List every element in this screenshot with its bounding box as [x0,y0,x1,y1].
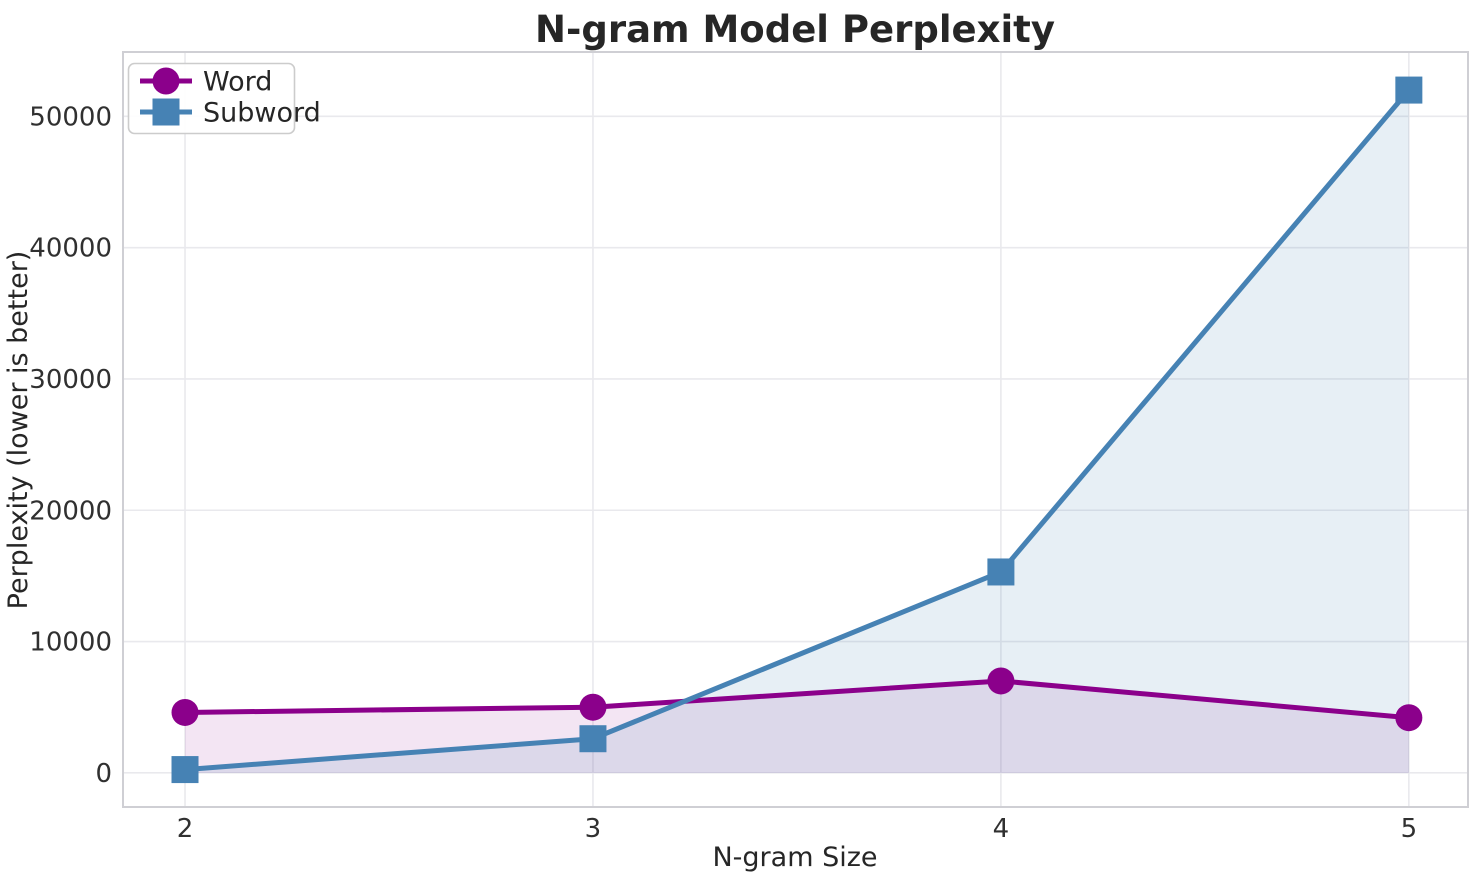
y-tick-label: 50000 [29,102,112,132]
legend-label: Subword [203,98,321,129]
legend-marker-square-icon [152,98,180,126]
x-tick-label: 5 [1401,814,1418,844]
chart-title: N-gram Model Perplexity [535,8,1055,51]
marker-word [171,698,199,726]
x-axis-label: N-gram Size [712,842,877,873]
marker-subword [579,725,607,753]
marker-word [1395,704,1423,732]
legend-item-word: Word [140,67,272,98]
series-fill-word [185,680,1409,773]
y-tick-label: 0 [95,759,112,789]
legend-marker-circle-icon [152,67,180,95]
series-line-word [182,678,1412,721]
marker-word [987,667,1015,695]
series-line-subword [182,87,1412,773]
y-tick-label: 10000 [29,628,112,658]
plot-area: 2 3 4 5 0 10000 20000 30000 40000 50000 WordSubwor… [29,51,1469,844]
marker-subword [987,558,1015,586]
plot-frame [122,51,1469,808]
legend-label: Word [203,67,272,98]
y-tick-label: 20000 [29,496,112,526]
y-axis-label: Perplexity (lower is better) [3,251,34,610]
y-tick-label: 40000 [29,234,112,264]
y-tick-label: 30000 [29,365,112,395]
x-tick-label: 4 [993,814,1010,844]
marker-subword [171,756,199,784]
series-fill-subword [185,90,1409,773]
marker-subword [1395,76,1423,104]
legend-item-subword: Subword [140,98,321,129]
marker-word [579,693,607,721]
x-tick-label: 2 [177,814,194,844]
x-tick-label: 3 [585,814,602,844]
